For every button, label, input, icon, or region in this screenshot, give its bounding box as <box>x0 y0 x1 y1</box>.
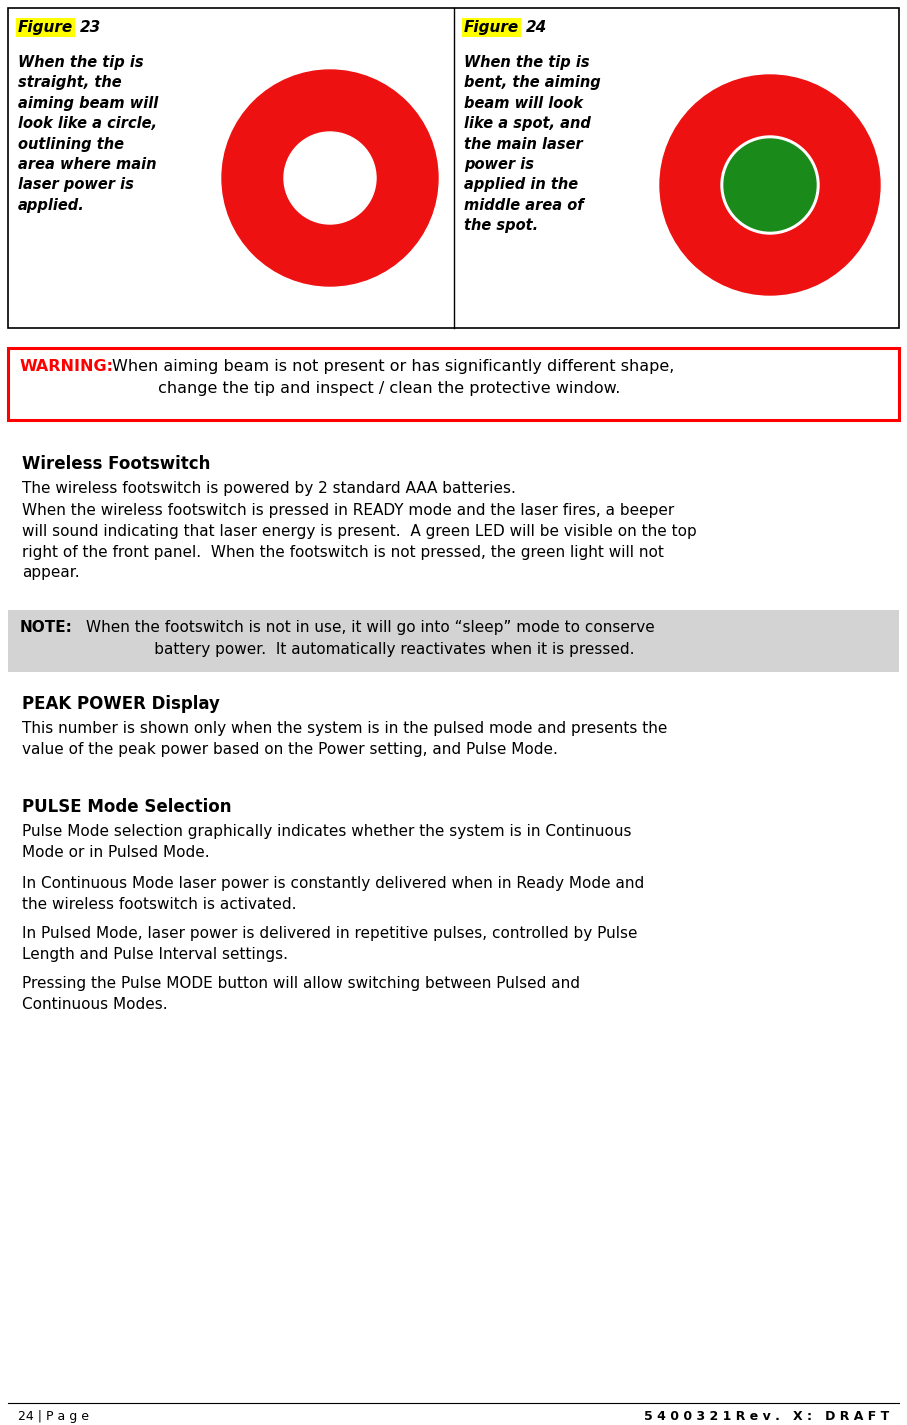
Text: Wireless Footswitch: Wireless Footswitch <box>22 455 210 473</box>
Text: NOTE:: NOTE: <box>20 620 73 636</box>
Text: 24 | P a g e: 24 | P a g e <box>18 1409 89 1424</box>
Text: Figure: Figure <box>18 20 73 36</box>
Text: Pressing the Pulse MODE button will allow switching between Pulsed and
Continuou: Pressing the Pulse MODE button will allo… <box>22 976 580 1012</box>
Text: In Pulsed Mode, laser power is delivered in repetitive pulses, controlled by Pul: In Pulsed Mode, laser power is delivered… <box>22 926 638 962</box>
Text: 23: 23 <box>80 20 102 36</box>
Text: 5 4 0 0 3 2 1 R e v .   X :   D R A F T: 5 4 0 0 3 2 1 R e v . X : D R A F T <box>644 1409 889 1424</box>
Text: Figure: Figure <box>464 20 519 36</box>
Circle shape <box>284 133 376 224</box>
Bar <box>8 9 899 328</box>
Text: WARNING:: WARNING: <box>20 359 114 373</box>
Bar <box>8 610 899 673</box>
Circle shape <box>721 135 819 234</box>
Text: PULSE Mode Selection: PULSE Mode Selection <box>22 798 231 817</box>
Text: PEAK POWER Display: PEAK POWER Display <box>22 695 219 712</box>
Text: When the tip is
straight, the
aiming beam will
look like a circle,
outlining the: When the tip is straight, the aiming bea… <box>18 56 158 212</box>
Text: In Continuous Mode laser power is constantly delivered when in Ready Mode and
th: In Continuous Mode laser power is consta… <box>22 876 644 912</box>
Bar <box>8 348 899 420</box>
Text: When the tip is
bent, the aiming
beam will look
like a spot, and
the main laser
: When the tip is bent, the aiming beam wi… <box>464 56 600 234</box>
Circle shape <box>222 70 438 286</box>
Text: 24: 24 <box>526 20 547 36</box>
Circle shape <box>660 76 880 295</box>
Text: When aiming beam is not present or has significantly different shape,
         c: When aiming beam is not present or has s… <box>112 359 675 396</box>
Text: Pulse Mode selection graphically indicates whether the system is in Continuous
M: Pulse Mode selection graphically indicat… <box>22 824 631 859</box>
Text: The wireless footswitch is powered by 2 standard AAA batteries.: The wireless footswitch is powered by 2 … <box>22 482 516 496</box>
Text: When the wireless footswitch is pressed in READY mode and the laser fires, a bee: When the wireless footswitch is pressed … <box>22 503 697 580</box>
Circle shape <box>724 140 816 231</box>
Text: This number is shown only when the system is in the pulsed mode and presents the: This number is shown only when the syste… <box>22 721 668 757</box>
Text: When the footswitch is not in use, it will go into “sleep” mode to conserve
    : When the footswitch is not in use, it wi… <box>86 620 655 657</box>
